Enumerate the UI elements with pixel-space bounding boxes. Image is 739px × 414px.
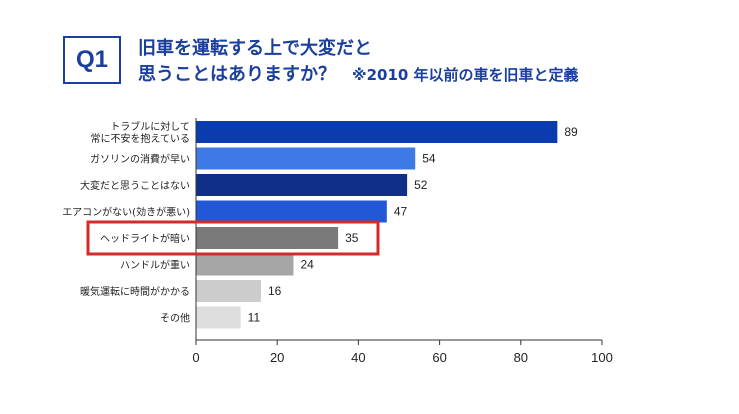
category-label: ハンドルが重い (120, 259, 190, 272)
bar (196, 174, 408, 196)
bar (196, 147, 416, 170)
x-tick-label: 60 (432, 350, 446, 365)
category-label: その他 (160, 312, 190, 325)
bar-value-label: 11 (248, 311, 261, 325)
bar-value-label: 47 (394, 205, 408, 219)
category-label: ヘッドライトが暗い (100, 232, 190, 245)
bar-value-label: 24 (300, 258, 314, 272)
x-tick-label: 40 (351, 350, 365, 365)
bar-value-label: 16 (268, 284, 282, 298)
question-title: 旧車を運転する上で大変だと 思うことはありますか？ ※2010 年以前の車を旧車と… (138, 36, 698, 88)
x-tick-label: 100 (591, 350, 613, 365)
category-label: 暖気運転に時間がかかる (80, 285, 190, 298)
title-note: ※2010 年以前の車を旧車と定義 (352, 66, 579, 84)
question-badge: Q1 (63, 36, 121, 84)
bar-value-label: 54 (422, 152, 436, 166)
bar-value-label: 35 (345, 231, 359, 245)
x-tick-label: 80 (514, 350, 528, 365)
bar-value-label: 52 (414, 178, 428, 192)
title-line-1: 旧車を運転する上で大変だと (138, 38, 372, 59)
highlight-box (86, 220, 380, 256)
question-number: Q1 (75, 46, 108, 73)
category-label: ガソリンの消費が早い (90, 153, 190, 166)
bar (196, 200, 387, 223)
bar (196, 306, 241, 329)
x-tick-label: 20 (270, 350, 284, 365)
title-line-2: 思うことはありますか？ (138, 64, 336, 85)
bar (196, 121, 558, 143)
bar (196, 253, 294, 276)
bar (196, 227, 339, 249)
category-label: 大変だと思うことはない (80, 179, 190, 192)
category-label: トラブルに対して (110, 120, 190, 133)
x-tick-label: 0 (192, 350, 199, 365)
bar-value-label: 89 (564, 125, 578, 139)
title-line-2-wrap: 思うことはありますか？ ※2010 年以前の車を旧車と定義 (138, 62, 698, 88)
category-label: 常に不安を抱えている (91, 132, 191, 145)
bar (196, 280, 261, 302)
category-label: エアコンがない(効きが悪い) (62, 206, 190, 219)
